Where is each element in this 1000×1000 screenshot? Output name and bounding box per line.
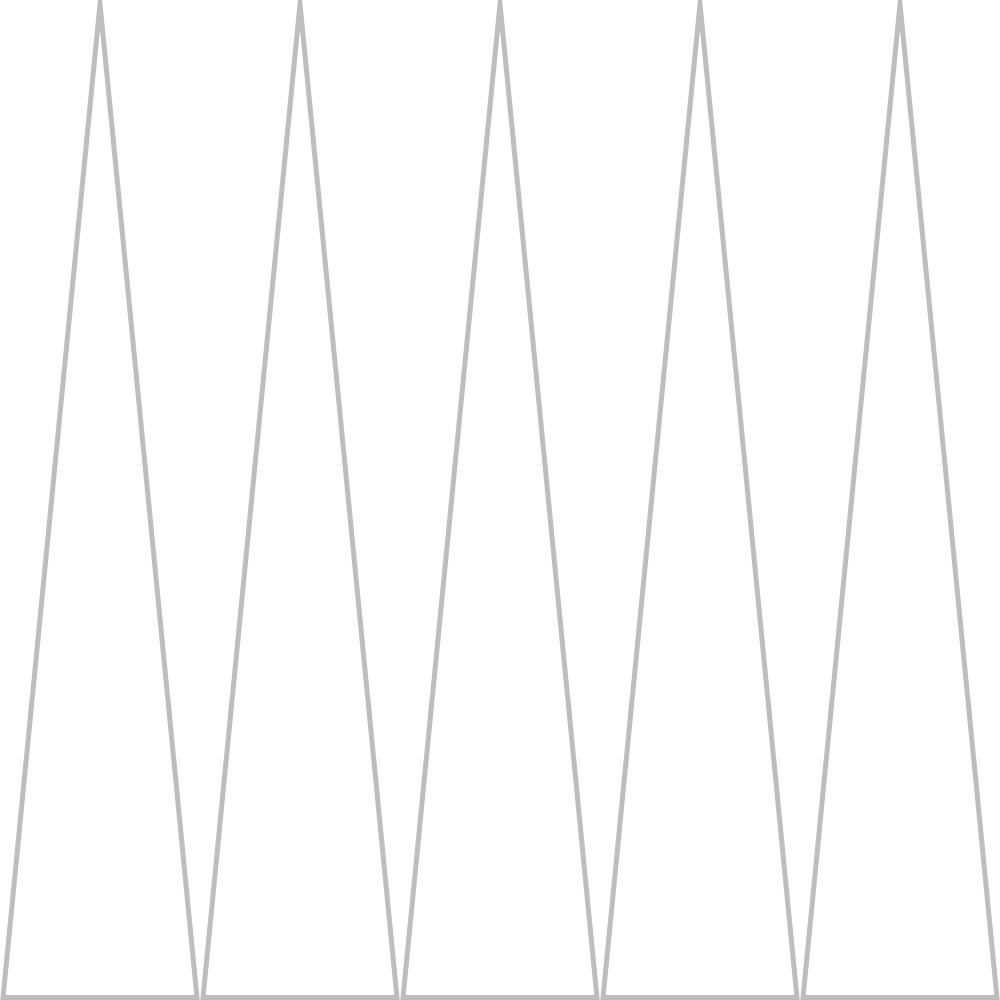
triangle-2 [200, 0, 400, 1000]
triangle-3 [400, 0, 600, 1000]
triangle-4 [600, 0, 800, 1000]
triangle-1 [0, 0, 200, 1000]
triangle-5 [800, 0, 1000, 1000]
